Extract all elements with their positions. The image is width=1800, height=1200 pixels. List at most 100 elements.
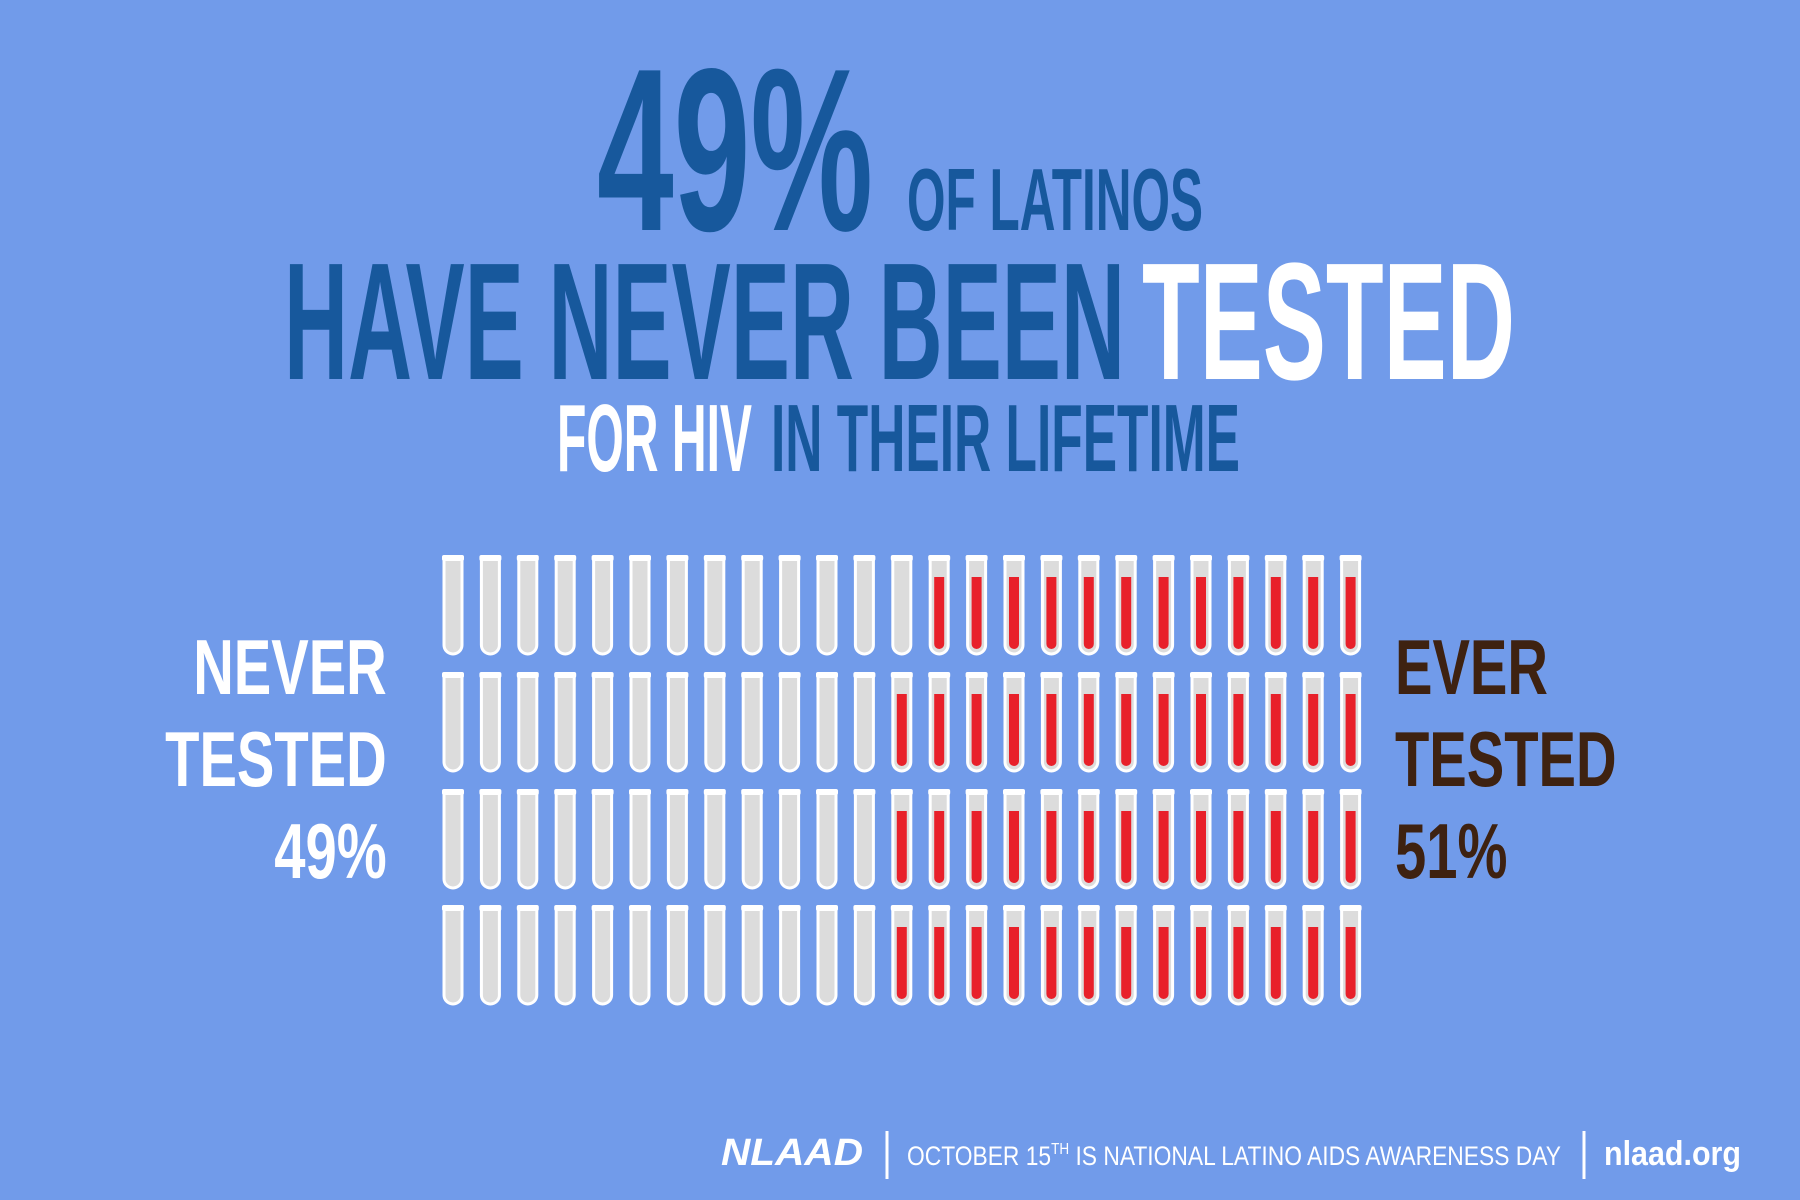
tube	[928, 555, 951, 656]
tube-rim	[816, 555, 838, 561]
tube-fill	[896, 694, 907, 766]
tube-rim	[703, 905, 726, 911]
tube-fill	[1196, 811, 1206, 883]
tube-body	[853, 791, 875, 890]
never-tested-label: NEVER TESTED 49%	[165, 621, 387, 897]
tube	[1227, 555, 1250, 656]
tube-rim	[442, 672, 464, 678]
tube	[741, 672, 764, 773]
tube	[629, 555, 651, 656]
tube-rim	[1115, 905, 1138, 911]
tube-fill	[1308, 694, 1319, 766]
tube-fill	[1083, 927, 1094, 999]
tube-rim	[816, 672, 838, 678]
tube-fill	[1308, 927, 1319, 999]
tube-rim	[1152, 555, 1175, 561]
tube-rim	[778, 789, 801, 795]
headline-line2: HAVE NEVER BEEN	[284, 229, 1125, 415]
tube	[516, 555, 539, 656]
tube	[703, 905, 726, 1006]
tube-rim	[965, 905, 988, 911]
tube-rim	[1040, 905, 1063, 911]
tube-body	[891, 557, 913, 656]
tube	[816, 789, 838, 890]
tube	[666, 555, 689, 656]
tube	[1227, 789, 1250, 890]
tube-rim	[741, 789, 764, 795]
tube-rim	[1339, 905, 1362, 911]
tube	[778, 672, 801, 773]
tube-rim	[1227, 672, 1250, 678]
tube-rim	[1077, 555, 1100, 561]
tube	[629, 789, 651, 890]
tube-fill	[1196, 927, 1206, 999]
tube	[591, 905, 614, 1006]
tube	[479, 672, 502, 773]
tube	[1003, 555, 1025, 656]
headline-line3-a: FOR HIV	[557, 385, 752, 492]
tube-body	[779, 557, 801, 656]
tube-rim	[1040, 672, 1063, 678]
tube-body	[554, 557, 576, 656]
tube	[928, 789, 951, 890]
tube	[554, 672, 577, 773]
tube-rim	[1190, 672, 1212, 678]
tube-fill	[1121, 577, 1132, 649]
tube-rim	[965, 555, 988, 561]
tube-rim	[1040, 789, 1063, 795]
tube-fill	[971, 811, 982, 883]
tube-body	[479, 907, 501, 1006]
tube-fill	[1158, 927, 1169, 999]
headline-line3-b: IN THEIR LIFETIME	[771, 385, 1240, 492]
tube-rim	[516, 672, 539, 678]
tube	[591, 789, 614, 890]
tube	[442, 555, 464, 656]
tube-rim	[629, 555, 651, 561]
tube	[1302, 789, 1325, 890]
tube	[1302, 905, 1325, 1006]
tube	[629, 672, 651, 773]
tube	[816, 905, 838, 1006]
tube-body	[592, 791, 614, 890]
tube-rim	[591, 905, 614, 911]
tube-rim	[1003, 672, 1025, 678]
tube-rim	[1152, 672, 1175, 678]
tube-body	[554, 674, 576, 773]
tube	[816, 672, 838, 773]
footer-note-sup: TH	[1051, 1141, 1069, 1158]
tube	[890, 789, 913, 890]
tube-fill	[971, 927, 982, 999]
tube	[1190, 789, 1212, 890]
tube-rim	[442, 789, 464, 795]
tube-fill	[1308, 811, 1319, 883]
tube	[1077, 789, 1100, 890]
tube-fill	[934, 694, 945, 766]
tube-fill	[1158, 811, 1169, 883]
tube-rim	[1190, 789, 1212, 795]
tube	[1339, 672, 1362, 773]
tube-rim	[1264, 789, 1287, 795]
tube-body	[592, 557, 614, 656]
tube-rim	[516, 555, 539, 561]
tube	[1264, 555, 1287, 656]
tube-rim	[965, 789, 988, 795]
tube-fill	[1046, 811, 1057, 883]
tube	[890, 672, 913, 773]
tube	[965, 672, 988, 773]
tube-body	[442, 907, 464, 1006]
tube-rim	[1003, 905, 1025, 911]
tube	[1264, 905, 1287, 1006]
tube-fill	[1009, 694, 1019, 766]
tube-rim	[479, 555, 502, 561]
tube	[1077, 672, 1100, 773]
tube-rim	[516, 905, 539, 911]
tube-rim	[890, 555, 913, 561]
tube	[479, 555, 502, 656]
tube	[629, 905, 651, 1006]
tube	[1264, 789, 1287, 890]
tube	[1152, 789, 1175, 890]
tube-body	[741, 557, 763, 656]
tube	[591, 672, 614, 773]
tube-fill	[934, 811, 945, 883]
tube	[442, 672, 464, 773]
